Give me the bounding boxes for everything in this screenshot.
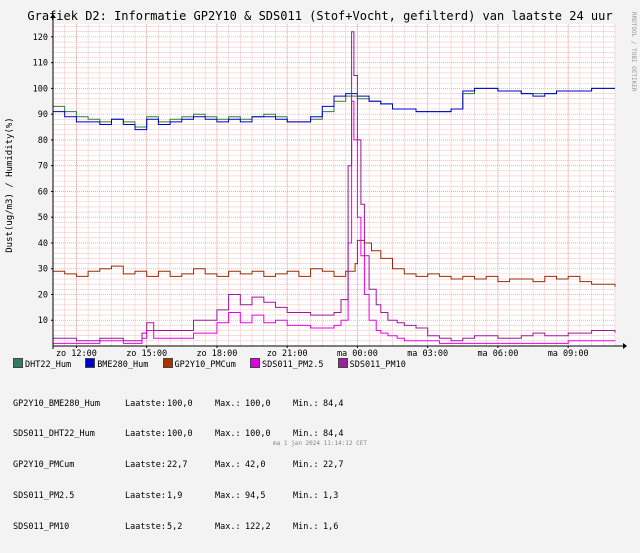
chart-canvas: 10 20 30 40 50 60 70 80 90 100 110 120 zo 12:00 zo 15… — [5, 12, 637, 359]
legend-item-gp2y10-pmcum: GP2Y10_PMCum — [162, 358, 236, 370]
stats-row: SDS011_PM2.5 Laatste:1,9 Max.: 94,5 Min.: 1,3 — [13, 491, 343, 501]
stats-series-name: SDS011_PM10 — [13, 522, 70, 533]
stats-max-label: Max.: — [215, 522, 241, 533]
legend-label: DHT22_Hum — [25, 360, 72, 370]
x-tick-label: zo 15:00 — [126, 349, 167, 359]
x-tick-label: zo 12:00 — [56, 349, 97, 359]
stats-last-label: Laatste: — [125, 522, 166, 533]
stats-row: GP2Y10_PMCum Laatste:22,7 Max.: 42,0 Min.: 22… — [13, 460, 343, 470]
y-axis-label: Dust(ug/m3) / Humidity(%) — [5, 117, 15, 252]
series-line-gp2y10-pmcum — [53, 239, 616, 287]
y-tick-label: 80 — [38, 136, 48, 146]
stats-series-name: SDS011_DHT22_Hum — [13, 429, 95, 440]
y-axis-arrow — [50, 14, 56, 18]
legend-label: SDS011_PM2.5 — [262, 360, 324, 370]
stats-last-value: 100,0 — [167, 429, 193, 440]
y-tick-label: 20 — [38, 290, 48, 300]
stats-last-label: Laatste: — [125, 460, 166, 471]
stats-min-value: 84,4 — [323, 429, 344, 440]
stats-max-value: 100,0 — [245, 429, 271, 440]
stats-min-label: Min.: — [293, 429, 319, 440]
stats-series-name: GP2Y10_BME280_Hum — [13, 398, 100, 409]
y-tick-label: 40 — [38, 239, 48, 249]
stats-series-name: GP2Y10_PMCum — [13, 460, 75, 471]
chart-title: Grafiek D2: Informatie GP2Y10 & SDS011 (… — [27, 9, 613, 23]
legend-item-bme280-hum: BME280_Hum — [85, 358, 148, 370]
stats-min-label: Min.: — [293, 460, 319, 471]
stats-last-label: Laatste: — [125, 398, 166, 409]
legend-swatch — [162, 358, 173, 368]
x-tick-label: ma 06:00 — [477, 349, 518, 359]
legend-swatch — [337, 358, 348, 368]
rrdtool-credit: RRDTOOL / TOBI OETIKER — [630, 12, 637, 92]
stats-max-value: 122,2 — [245, 522, 271, 533]
stats-row: SDS011_DHT22_Hum Laatste:100,0 Max.: 100,0 M… — [13, 429, 343, 439]
stats-last-value: 5,2 — [167, 522, 183, 533]
stats-last-value: 100,0 — [167, 398, 193, 409]
y-tick-label: 10 — [38, 316, 48, 326]
legend-swatch — [85, 358, 96, 368]
stats-max-value: 42,0 — [245, 460, 266, 471]
legend-swatch — [250, 358, 261, 368]
stats-last-value: 22,7 — [167, 460, 188, 471]
x-tick-label: zo 21:00 — [267, 349, 308, 359]
stats-max-label: Max.: — [215, 429, 241, 440]
y-tick-label: 100 — [33, 84, 48, 94]
stats-max-value: 94,5 — [245, 491, 266, 502]
stats-series-name: SDS011_PM2.5 — [13, 491, 75, 502]
x-axis-arrow — [623, 343, 627, 349]
stats-row: GP2Y10_BME280_Hum Laatste:100,0 Max.: 100,0… — [13, 399, 343, 409]
legend-label: SDS011_PM10 — [349, 360, 406, 370]
legend-item-sds011-pm10: SDS011_PM10 — [337, 358, 406, 370]
legend: DHT22_Hum BME280_Hum GP2Y10_PMCum SDS011… — [13, 358, 415, 370]
x-tick-label: zo 18:00 — [196, 349, 237, 359]
stats-min-value: 1,6 — [323, 522, 339, 533]
y-tick-label: 70 — [38, 162, 48, 172]
stats-max-value: 100,0 — [245, 398, 271, 409]
legend-item-sds011-pm25: SDS011_PM2.5 — [250, 358, 323, 370]
stats-min-value: 1,3 — [323, 491, 339, 502]
stats-last-label: Laatste: — [125, 429, 166, 440]
legend-label: GP2Y10_PMCum — [174, 360, 236, 370]
y-tick-label: 60 — [38, 187, 48, 197]
stats-min-label: Min.: — [293, 522, 319, 533]
stats-min-value: 22,7 — [323, 460, 344, 471]
legend-swatch — [13, 358, 23, 368]
legend-item-dht22-hum: DHT22_Hum — [13, 358, 71, 370]
stats-last-value: 1,9 — [167, 491, 183, 502]
x-tick-label: ma 09:00 — [548, 349, 589, 359]
stats-row: SDS011_PM10 Laatste:5,2 Max.: 122,2 Min.: 1,6 — [13, 522, 343, 532]
stats-max-label: Max.: — [215, 398, 241, 409]
stats-max-label: Max.: — [215, 460, 241, 471]
x-tick-label: ma 00:00 — [337, 349, 378, 359]
y-tick-label: 30 — [38, 265, 48, 275]
graph-frame: Grafiek D2: Informatie GP2Y10 & SDS011 (… — [5, 9, 637, 533]
y-tick-label: 50 — [38, 213, 48, 223]
legend-label: BME280_Hum — [97, 360, 149, 370]
stats-last-label: Laatste: — [125, 491, 166, 502]
footer-timestamp: ma 1 jan 2024 11:14:12 CET — [273, 440, 367, 447]
stats-min-value: 84,4 — [323, 398, 344, 409]
stats-table: GP2Y10_BME280_Hum Laatste:100,0 Max.: 100,0… — [13, 378, 343, 553]
x-tick-label: ma 03:00 — [407, 349, 448, 359]
y-tick-label: 90 — [38, 110, 48, 120]
stats-min-label: Min.: — [293, 398, 319, 409]
series-line-bme280-hum — [53, 87, 615, 131]
series-line-sds011-pm10 — [53, 31, 616, 342]
stats-min-label: Min.: — [293, 491, 319, 502]
y-tick-label: 120 — [33, 33, 48, 43]
stats-max-label: Max.: — [215, 491, 241, 502]
y-tick-label: 110 — [33, 59, 48, 69]
